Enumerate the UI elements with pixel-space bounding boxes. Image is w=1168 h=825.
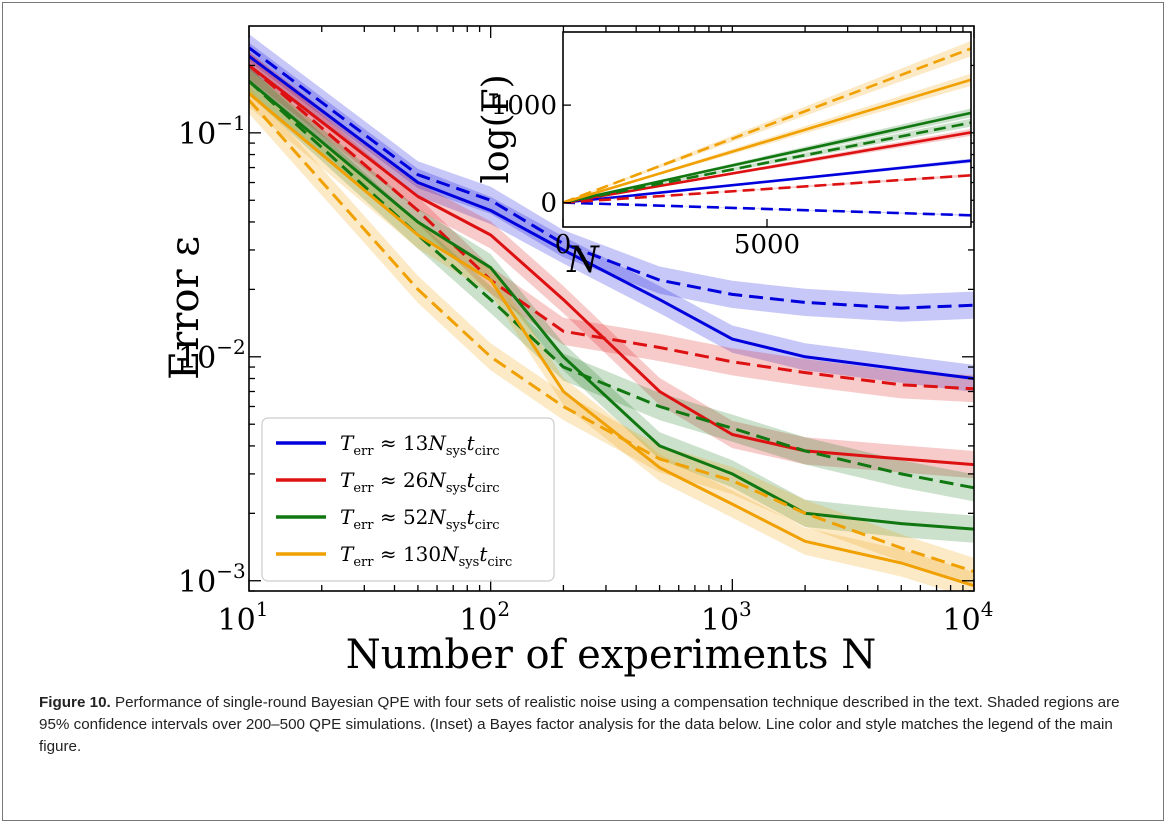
main-axes-frame	[248, 25, 975, 592]
inset-band-7	[563, 40, 971, 203]
inset-line-0	[563, 159, 971, 204]
caption-text: Performance of single-round Bayesian QPE…	[39, 694, 1120, 755]
y-tick-label: 10−2	[178, 335, 246, 376]
main-y-tick-labels: 10−1 10−2 10−3	[178, 111, 246, 600]
inset-line-6	[563, 78, 971, 204]
legend-box	[261, 417, 555, 582]
series-line-3	[249, 64, 974, 391]
legend-label-2: Terr ≈ 52Nsystcirc	[340, 505, 500, 533]
inset-x-axis-label: N	[566, 240, 600, 281]
inset-line-3	[563, 174, 971, 204]
inset-y-tick-label: 0	[540, 189, 557, 219]
inset-plot: 0 5000 0 1000 N log(F)	[476, 31, 972, 281]
inset-x-tick-label: 0	[555, 230, 572, 260]
series-line-6	[249, 92, 974, 588]
x-tick-label: 102	[459, 597, 510, 638]
legend: Terr ≈ 13Nsystcirc Terr ≈ 26Nsystcirc Terr…	[261, 417, 555, 582]
y-tick-label: 10−3	[178, 559, 246, 600]
figure-caption: Figure 10. Performance of single-round B…	[39, 692, 1139, 758]
inset-line-7	[563, 47, 971, 204]
inset-line-2	[563, 131, 971, 204]
inset-line-4	[563, 111, 971, 204]
inset-y-tick-label: 1000	[491, 91, 557, 121]
legend-label-1: Terr ≈ 26Nsystcirc	[340, 468, 500, 496]
confidence-bands	[249, 34, 974, 591]
x-tick-label: 101	[218, 597, 269, 638]
inset-line-5	[563, 121, 971, 204]
series-line-4	[249, 80, 974, 531]
inset-ticks: 0 5000 0 1000	[491, 91, 800, 260]
legend-label-0: Terr ≈ 13Nsystcirc	[340, 431, 500, 459]
series-line-7	[249, 99, 974, 573]
inset-line-1	[563, 201, 971, 217]
confidence-band-3	[249, 51, 974, 403]
series-lines	[249, 46, 974, 588]
main-x-tick-labels: 101 102 103 104	[218, 597, 994, 638]
series-line-2	[249, 64, 974, 467]
confidence-band-0	[249, 42, 974, 393]
series-line-1	[249, 46, 974, 310]
x-tick-label: 103	[701, 597, 752, 638]
y-tick-label: 10−1	[178, 111, 246, 152]
caption-label: Figure 10.	[39, 694, 111, 711]
main-plot: 101 102 103 104 10−1 10−2 10−3 Number of expe…	[162, 25, 994, 678]
inset-series-lines	[563, 40, 971, 217]
series-line-5	[249, 80, 974, 490]
main-y-axis-label: Error ε	[162, 236, 208, 380]
main-x-axis-label: Number of experiments N	[346, 632, 877, 678]
figure-chart: 101 102 103 104 10−1 10−2 10−3 Number of expe…	[162, 25, 994, 678]
x-label-text: Number of experiments N	[346, 632, 877, 678]
main-ticks	[248, 26, 975, 592]
confidence-band-1	[249, 34, 974, 322]
inset-band-6	[563, 73, 971, 203]
inset-band-2	[563, 128, 971, 203]
x-tick-label: 104	[943, 597, 994, 638]
series-line-0	[249, 54, 974, 380]
inset-y-axis-label: log(F)	[476, 74, 517, 183]
legend-label-3: Terr ≈ 130Nsystcirc	[340, 542, 512, 570]
confidence-band-7	[249, 86, 974, 586]
inset-x-tick-label: 5000	[734, 230, 800, 260]
